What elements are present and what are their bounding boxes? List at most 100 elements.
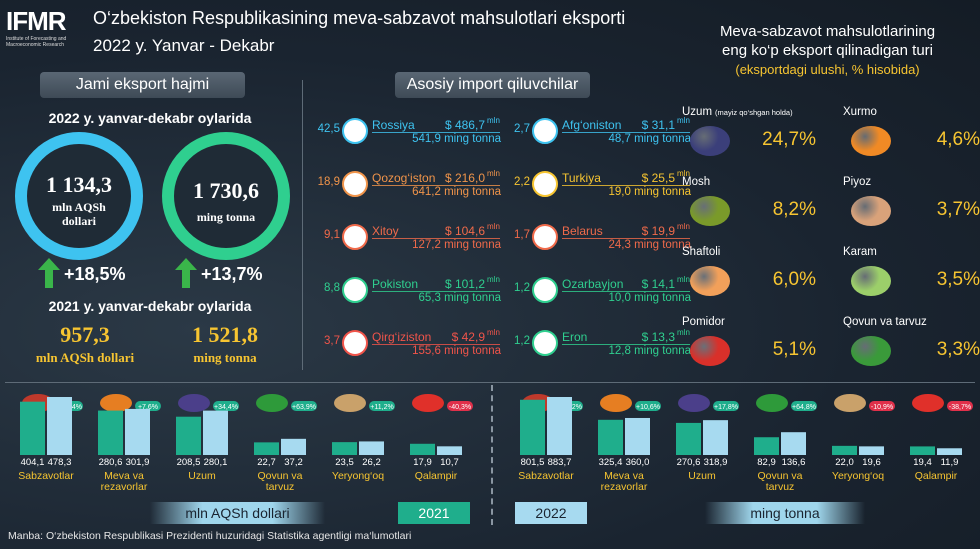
- growth-badge-text: -10,9%: [871, 404, 893, 411]
- bar-value-label: 478,3: [48, 457, 72, 468]
- bar-value-label: 325,4: [599, 457, 623, 468]
- product-name: Piyoz: [843, 176, 872, 188]
- product-name: Karam: [843, 246, 877, 258]
- growth-badge-text: +11,2%: [370, 404, 393, 411]
- bar-value-label: 280,1: [204, 457, 228, 468]
- product-name: Mosh: [682, 176, 711, 188]
- bar-2021: [598, 419, 623, 455]
- country-share: 2,7: [514, 123, 530, 135]
- bar-2021: [410, 443, 435, 455]
- bar-2021: [332, 442, 357, 455]
- country-ton: 127,2 ming tonna: [412, 239, 501, 251]
- country-share: 3,7: [324, 335, 340, 347]
- category-label: Qovun va: [758, 470, 803, 482]
- products-title-line1: Meva-sabzavot mahsulotlarining: [719, 23, 936, 40]
- growth-usd: +18,5%: [64, 264, 126, 284]
- country-underline: [562, 132, 690, 133]
- country-flag-icon: [532, 118, 558, 144]
- country-share: 42,5: [317, 123, 340, 135]
- bar-value-label: 22,7: [257, 457, 276, 468]
- bar-2021: [520, 399, 545, 455]
- country-ton: 24,3 ming tonna: [608, 239, 691, 251]
- bar-2021: [20, 401, 45, 455]
- unit-usd-label: mln AQSh dollari: [150, 502, 325, 524]
- country-name: Afg‘oniston: [562, 118, 622, 132]
- growth-badge-text: +34,4%: [214, 404, 238, 411]
- bar-2022: [625, 417, 650, 455]
- category-label: Qovun va: [258, 470, 303, 482]
- bar-2022: [47, 397, 72, 455]
- category-label: Qalampir: [915, 470, 958, 482]
- country-usd: $ 104,6: [444, 224, 485, 238]
- product-share: 4,6%: [936, 129, 980, 150]
- country-mln: mln: [677, 275, 690, 284]
- country-underline: [372, 132, 500, 133]
- country-share: 1,2: [514, 335, 530, 347]
- category-label: Qalampir: [415, 470, 458, 482]
- prev-ton-value: 1 521,8: [192, 322, 258, 347]
- unit-ton-label: ming tonna: [705, 502, 865, 524]
- country-underline: [372, 238, 500, 239]
- product-name: Xurmo: [843, 106, 877, 118]
- country-flag-icon: [342, 171, 368, 197]
- growth-badge-text: -38,7%: [949, 404, 971, 411]
- country-flag-icon: [532, 330, 558, 356]
- country-share: 9,1: [324, 229, 340, 241]
- country-flag-icon: [532, 277, 558, 303]
- growth-badge: [369, 401, 395, 411]
- total-ton-unit: ming tonna: [196, 210, 256, 224]
- total-ton-value: 1 730,6: [193, 178, 259, 203]
- country-flag-icon: [532, 171, 558, 197]
- section-title-importers: Asosiy import qiluvchilar: [395, 72, 590, 98]
- country-mln: mln: [487, 328, 500, 337]
- usd-circle: 1 134,3 mln AQSh dollari: [15, 132, 143, 260]
- country-ton: 641,2 ming tonna: [412, 186, 501, 198]
- product-share: 3,7%: [936, 199, 980, 220]
- category-produce-icon: [412, 394, 444, 412]
- bar-value-label: 883,7: [548, 457, 572, 468]
- country-ton: 19,0 ming tonna: [608, 186, 691, 198]
- bar-2022: [281, 438, 306, 455]
- country-usd: $ 25,5: [641, 171, 675, 185]
- country-underline: [562, 291, 690, 292]
- bar-2021: [910, 446, 935, 455]
- country-ton: 10,0 ming tonna: [608, 292, 691, 304]
- category-label: tarvuz: [266, 481, 295, 493]
- bar-value-label: 301,9: [126, 457, 150, 468]
- growth-badge-text: +17,8%: [714, 404, 738, 411]
- product-name: Pomidor: [682, 316, 725, 328]
- country-name: Belarus: [562, 224, 603, 238]
- product-share: 5,1%: [772, 339, 816, 360]
- country-mln: mln: [677, 222, 690, 231]
- country-usd: $ 101,2: [444, 277, 485, 291]
- product-share: 3,5%: [936, 269, 980, 290]
- period-2022: 2022 y. yanvar-dekabr oylarida: [48, 110, 252, 126]
- category-produce-icon: [756, 394, 788, 412]
- country-underline: [372, 344, 500, 345]
- cabbage-icon: [851, 266, 891, 296]
- persimmon-icon: [851, 126, 891, 156]
- country-usd: $ 42,9: [451, 330, 485, 344]
- divider: [302, 80, 303, 370]
- bar-2022: [203, 410, 228, 455]
- country-mln: mln: [487, 275, 500, 284]
- product-name: Qovun va tarvuz: [843, 316, 927, 328]
- divider: [5, 382, 975, 383]
- country-flag-icon: [342, 118, 368, 144]
- country-name: Ozarbayjon: [562, 277, 624, 291]
- bar-2022: [125, 408, 150, 455]
- growth-badge-text: +10,6%: [636, 404, 660, 411]
- growth-badge: [135, 401, 161, 411]
- grapes-icon: [690, 126, 730, 156]
- bar-2022: [547, 397, 572, 455]
- section-title-total: Jami eksport hajmi: [40, 72, 245, 98]
- country-share: 2,2: [514, 176, 530, 188]
- growth-badge-text: +64,8%: [792, 404, 816, 411]
- logo-subtitle: Institute of Forecasting and Macroeconom…: [6, 36, 67, 48]
- bar-value-label: 280,6: [99, 457, 123, 468]
- bar-2021: [176, 416, 201, 455]
- category-label: Sabzavotlar: [518, 470, 574, 482]
- category-label: Sabzavotlar: [18, 470, 74, 482]
- growth-badge-text: -40,3%: [449, 404, 471, 411]
- growth-badge: [447, 401, 473, 411]
